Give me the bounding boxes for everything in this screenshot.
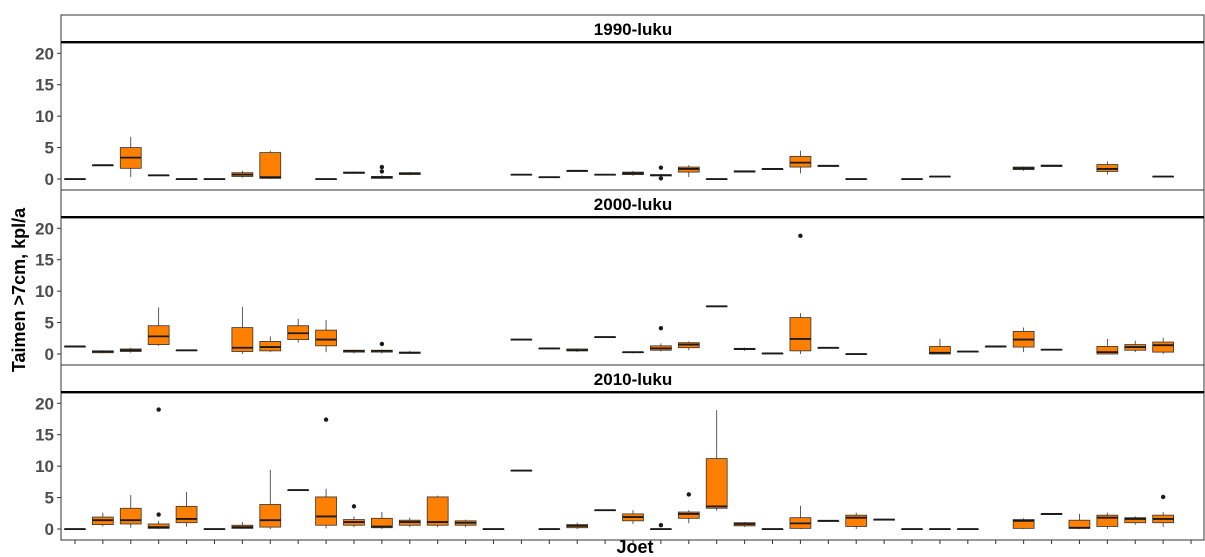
box-body — [147, 523, 170, 529]
box-body — [259, 504, 282, 528]
box-body — [1124, 517, 1147, 524]
outlier-point — [798, 233, 803, 239]
box-body — [1152, 341, 1175, 353]
y-tick-label: 5 — [45, 139, 54, 158]
box-body — [705, 458, 728, 509]
y-tick-label: 10 — [35, 107, 54, 126]
outlier-point — [658, 326, 664, 331]
box-body — [789, 317, 812, 352]
outlier-point — [379, 164, 385, 170]
panel-1-title: 1990-luku — [594, 20, 672, 39]
outlier-point — [156, 407, 161, 412]
panel-2-strip — [60, 189, 1205, 218]
y-tick-label: 15 — [35, 251, 54, 270]
outlier-point — [156, 512, 161, 517]
y-tick-label: 0 — [45, 345, 54, 364]
y-tick-label: 15 — [35, 426, 54, 445]
panel-3-title: 2010-luku — [594, 370, 672, 389]
box-body — [175, 505, 198, 524]
x-axis-title: Joet — [616, 537, 653, 557]
outlier-point — [658, 176, 664, 181]
y-axis-title: Taimen >7cm, kpl/a — [9, 207, 29, 372]
box-body — [929, 346, 951, 355]
box-body — [315, 329, 337, 347]
box-body — [259, 152, 282, 179]
outlier-point — [323, 417, 329, 422]
box-body — [231, 327, 254, 352]
outlier-point — [1160, 494, 1166, 500]
y-tick-label: 5 — [45, 314, 54, 333]
y-tick-label: 10 — [35, 282, 54, 301]
box-body — [1012, 519, 1035, 529]
panel-1-strip — [60, 14, 1205, 43]
box-body — [1096, 164, 1119, 172]
outlier-point — [658, 523, 664, 528]
outlier-point — [379, 341, 385, 347]
y-tick-label: 10 — [35, 457, 54, 476]
y-tick-label: 20 — [35, 44, 54, 63]
box-body — [845, 514, 868, 527]
outlier-point — [686, 492, 692, 497]
box-body — [1096, 346, 1119, 355]
box-body — [147, 325, 170, 345]
box-body — [119, 507, 142, 525]
box-body — [371, 517, 393, 529]
box-body — [1096, 514, 1119, 527]
box-body — [315, 496, 337, 526]
y-tick-label: 0 — [45, 520, 54, 539]
outlier-point — [351, 504, 357, 509]
box-body — [789, 155, 812, 168]
box-body — [259, 341, 282, 352]
box-body — [426, 496, 449, 526]
y-tick-label: 15 — [35, 76, 54, 95]
y-tick-label: 5 — [45, 489, 54, 508]
box-body — [677, 511, 700, 519]
y-tick-label: 20 — [35, 219, 54, 238]
y-tick-label: 0 — [45, 170, 54, 189]
outlier-point — [658, 165, 664, 170]
outlier-point — [379, 169, 385, 174]
y-tick-label: 20 — [35, 394, 54, 413]
panel-2-title: 2000-luku — [594, 195, 672, 214]
